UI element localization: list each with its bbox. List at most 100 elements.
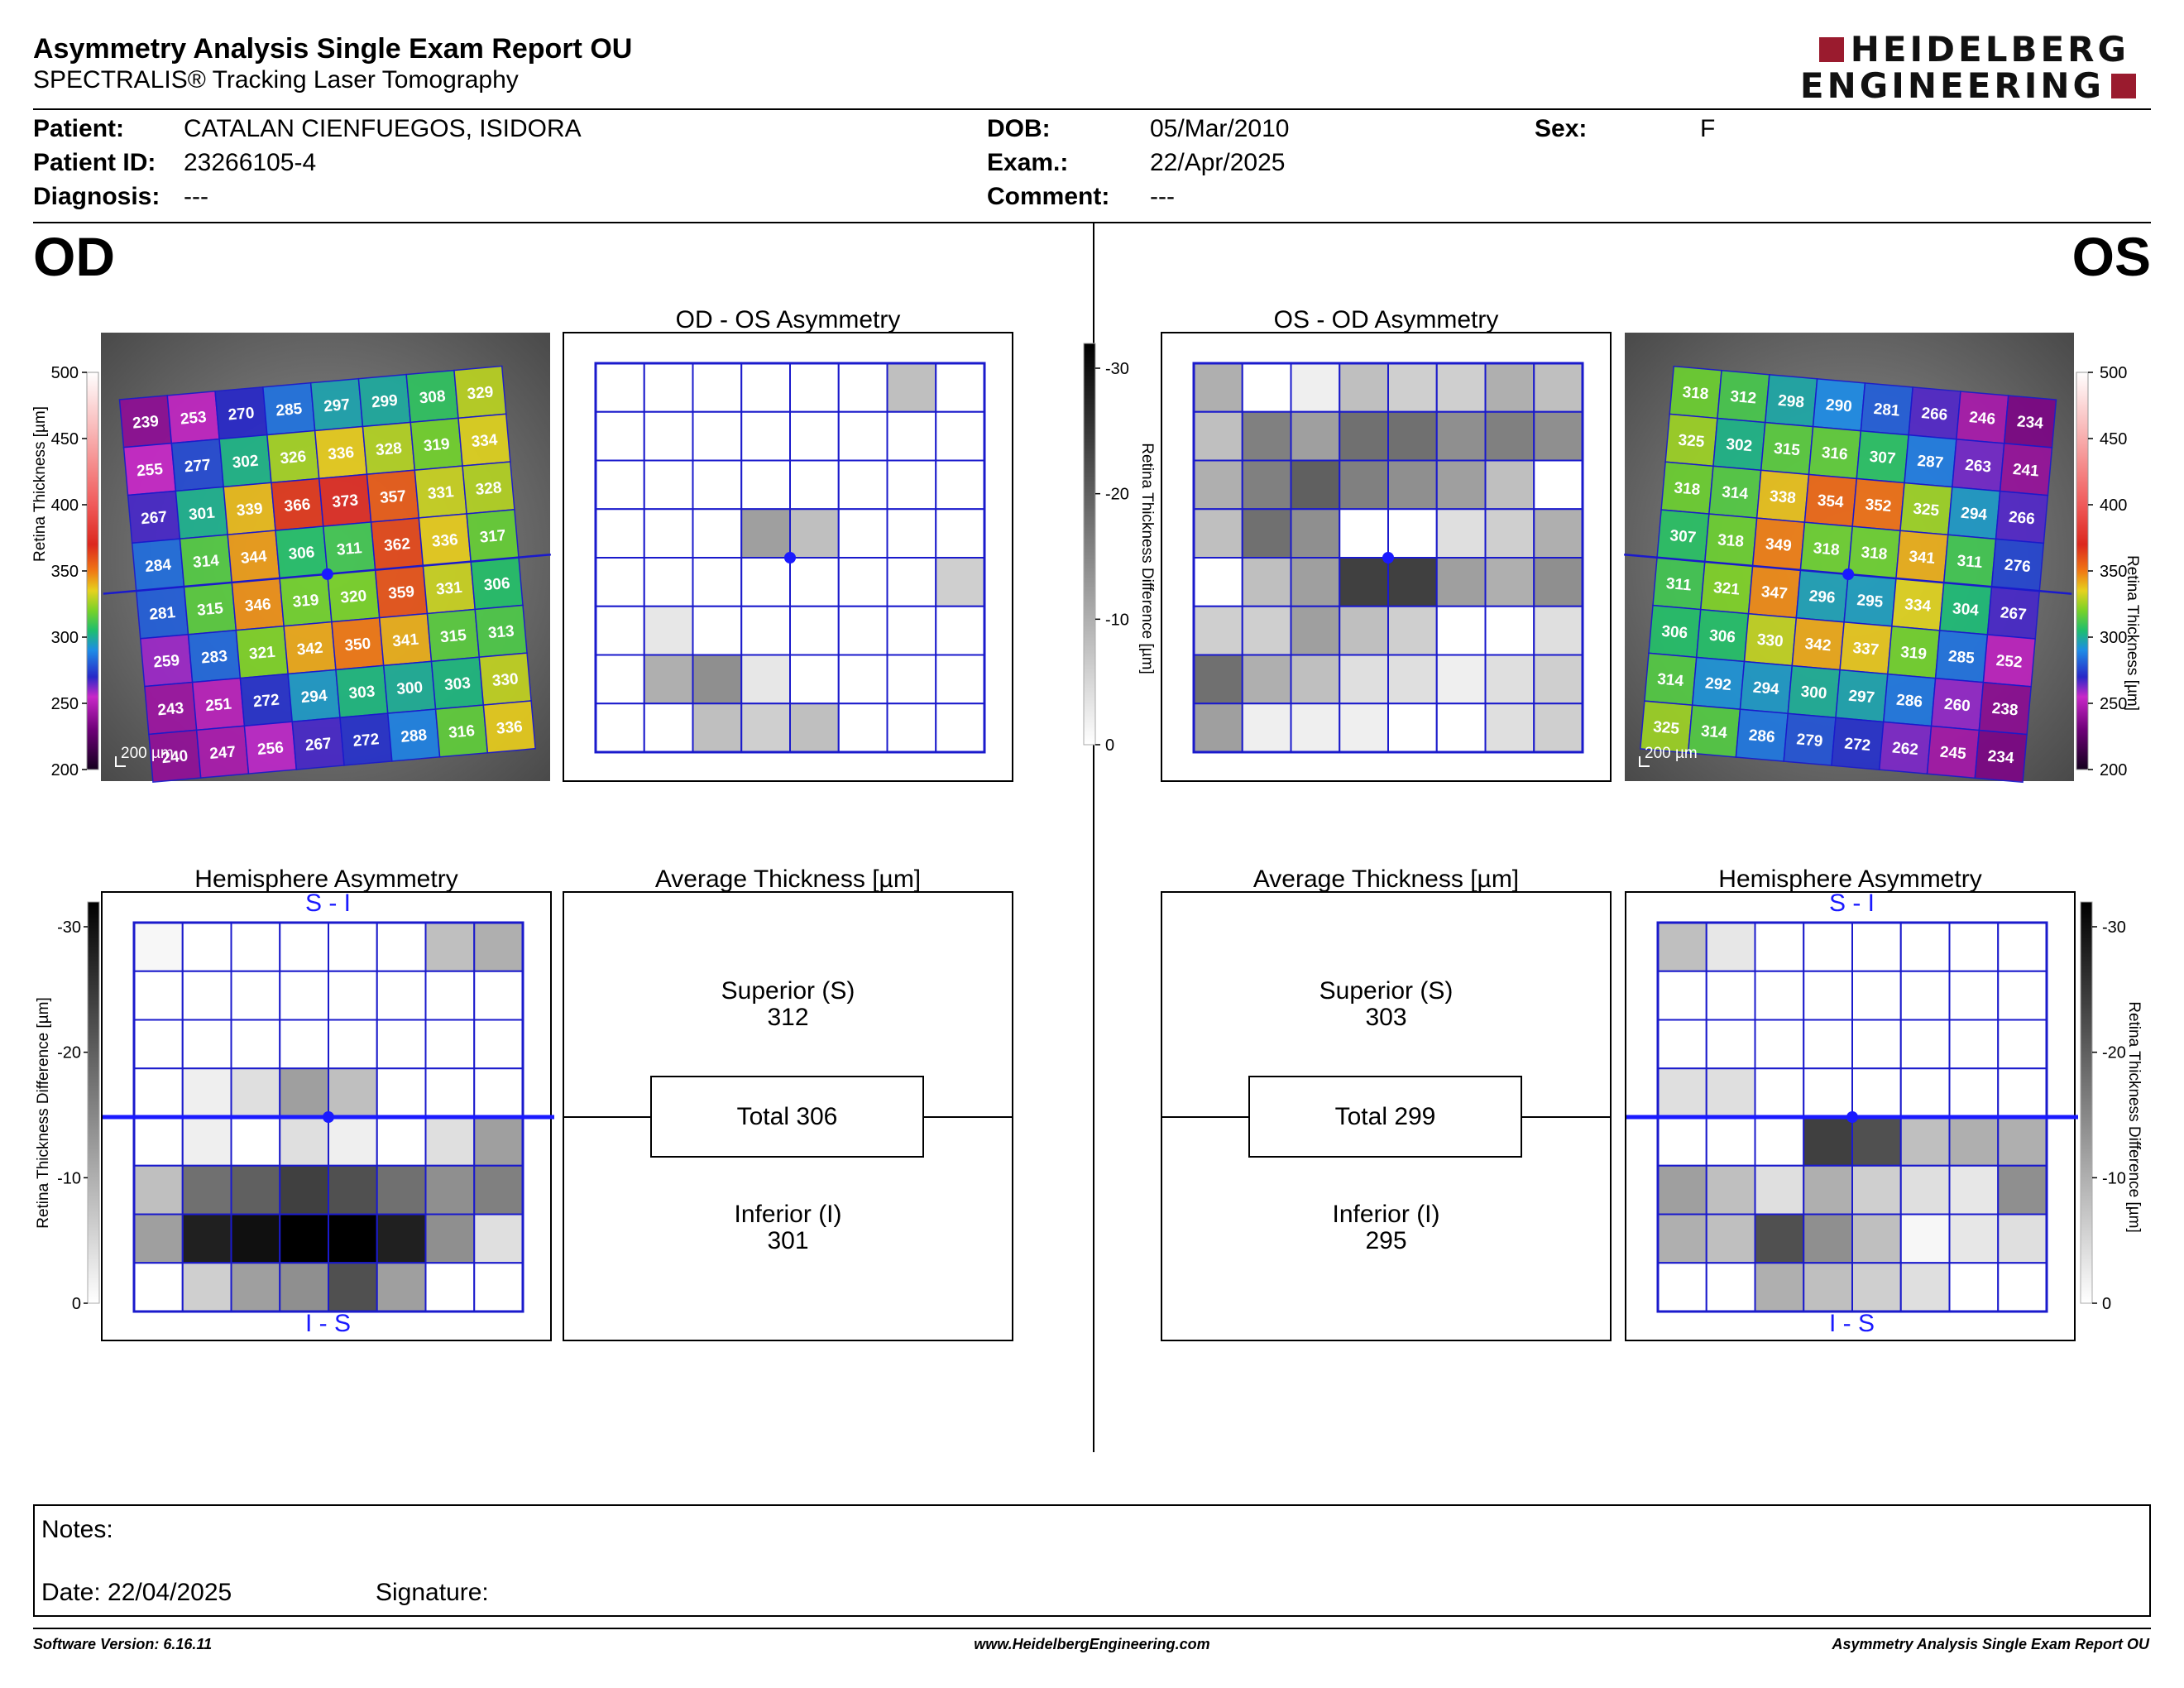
grid-cell [230, 1067, 281, 1118]
grid-cell [230, 970, 281, 1021]
od-hemisphere-difference-scale: -30 -20 -10 0 [57, 901, 100, 1313]
grid-cell [376, 1116, 427, 1167]
thickness-value: 294 [1752, 679, 1780, 699]
footer-rule [33, 1628, 2151, 1629]
grid-cell [1484, 654, 1535, 705]
grid-cell [1387, 508, 1438, 559]
grid-cell [133, 970, 184, 1021]
grid-cell [376, 970, 427, 1021]
logo-square-icon [1818, 37, 1844, 62]
grid-cell [740, 605, 791, 656]
info-rule [33, 222, 2151, 223]
od-hemi-axis-label: Retina Thickness Difference [µm] [35, 997, 52, 1229]
grid-cell [1387, 459, 1438, 511]
thickness-value: 320 [340, 587, 367, 607]
thickness-tick-label: 300 [2100, 629, 2127, 647]
thickness-value: 342 [1804, 635, 1832, 655]
od-asymmetry-title: OD - OS Asymmetry [675, 306, 901, 333]
thickness-value: 306 [1708, 627, 1736, 647]
grid-cell [1754, 1019, 1805, 1070]
thickness-value: 286 [1748, 727, 1775, 746]
thickness-value: 300 [1800, 683, 1827, 703]
difference-tick-label: -20 [2102, 1044, 2126, 1062]
thickness-value: 238 [1991, 700, 2019, 720]
grid-cell [473, 970, 524, 1021]
grid-cell [1193, 410, 1243, 462]
grid-cell [1705, 1164, 1756, 1216]
thickness-value: 339 [236, 500, 263, 520]
thickness-value: 290 [1825, 396, 1852, 416]
grid-cell [1997, 1164, 2048, 1216]
grid-cell [595, 605, 645, 656]
grid-cell [1997, 1262, 2048, 1312]
grid-cell [1339, 605, 1389, 656]
grid-cell [643, 410, 694, 462]
grid-cell [1193, 362, 1243, 413]
thickness-value: 328 [375, 439, 402, 459]
grid-cell [1657, 922, 1707, 972]
thickness-value: 281 [149, 604, 177, 624]
grid-cell [595, 410, 645, 462]
difference-tick-label: -30 [2102, 918, 2126, 937]
thickness-value: 344 [240, 548, 268, 568]
thickness-value: 315 [1773, 440, 1801, 460]
grid-cell [424, 1019, 476, 1070]
scale-bar-icon [115, 756, 126, 767]
grid-border [594, 362, 986, 754]
thickness-value: 272 [252, 692, 280, 712]
grid-cell [1241, 508, 1292, 559]
grid-cell [692, 654, 743, 705]
grid-cell [230, 1164, 281, 1216]
difference-tick-label: -30 [57, 918, 81, 937]
grid-cell [1899, 1262, 1951, 1312]
os-average-panel: Superior (S) 303 Total 299 Inferior (I) … [1161, 891, 1612, 1341]
grid-cell [837, 703, 888, 753]
asymmetry-difference-scale: -30 -20 -10 0 [1083, 343, 1129, 755]
thickness-value: 329 [467, 384, 494, 404]
grid-cell [1193, 557, 1243, 607]
website-link: www.HeidelbergEngineering.com [974, 1636, 1210, 1652]
grid-cell [1290, 362, 1341, 413]
grid-cell [837, 605, 888, 656]
thickness-value: 331 [427, 483, 455, 503]
grid-cell [935, 362, 985, 413]
grid-cell [1241, 557, 1292, 607]
grid-cell [424, 1067, 476, 1118]
grid-cell [1803, 1164, 1853, 1216]
grid-cell [740, 508, 791, 559]
grid-cell [1851, 970, 1902, 1021]
thickness-value: 349 [1765, 535, 1792, 555]
grid-cell [1241, 703, 1292, 753]
grid-cell [1241, 459, 1292, 511]
grid-cell [181, 1262, 232, 1312]
grid-border [1192, 362, 1584, 754]
os-hemisphere-difference-scale: -30 -20 -10 0 [2080, 901, 2126, 1313]
thickness-value: 311 [336, 539, 363, 559]
thickness-value: 239 [132, 413, 159, 433]
difference-color-bar [2080, 901, 2093, 1304]
os-asymmetry-panel [1161, 332, 1612, 782]
thickness-value: 288 [400, 727, 428, 746]
grid-cell [1290, 508, 1341, 559]
os-scale-bar-label: 200 µm [1645, 745, 1698, 762]
grid-cell [935, 605, 985, 656]
grid-cell [1339, 459, 1389, 511]
os-superior-value: 303 [1365, 1004, 1407, 1031]
od-thickness-axis-label: Retina Thickness [µm] [31, 406, 49, 562]
grid-cell [1851, 1262, 1902, 1312]
grid-cell [1803, 1067, 1853, 1118]
grid-cell [595, 654, 645, 705]
os-hemisphere-grid [1626, 921, 2078, 1313]
thickness-value: 294 [300, 687, 328, 707]
thickness-value: 267 [304, 735, 332, 755]
thickness-value: 311 [1956, 552, 1984, 572]
grid-cell [1484, 508, 1535, 559]
thickness-value: 318 [1674, 479, 1701, 499]
grid-cell [1290, 654, 1341, 705]
od-inferior-label: Inferior (I) [734, 1201, 842, 1228]
difference-tick-label: -20 [1105, 486, 1129, 504]
thickness-color-bar [86, 372, 99, 770]
exam-label: Exam.: [987, 149, 1069, 176]
grid-cell [886, 410, 937, 462]
grid-cell [279, 922, 329, 972]
